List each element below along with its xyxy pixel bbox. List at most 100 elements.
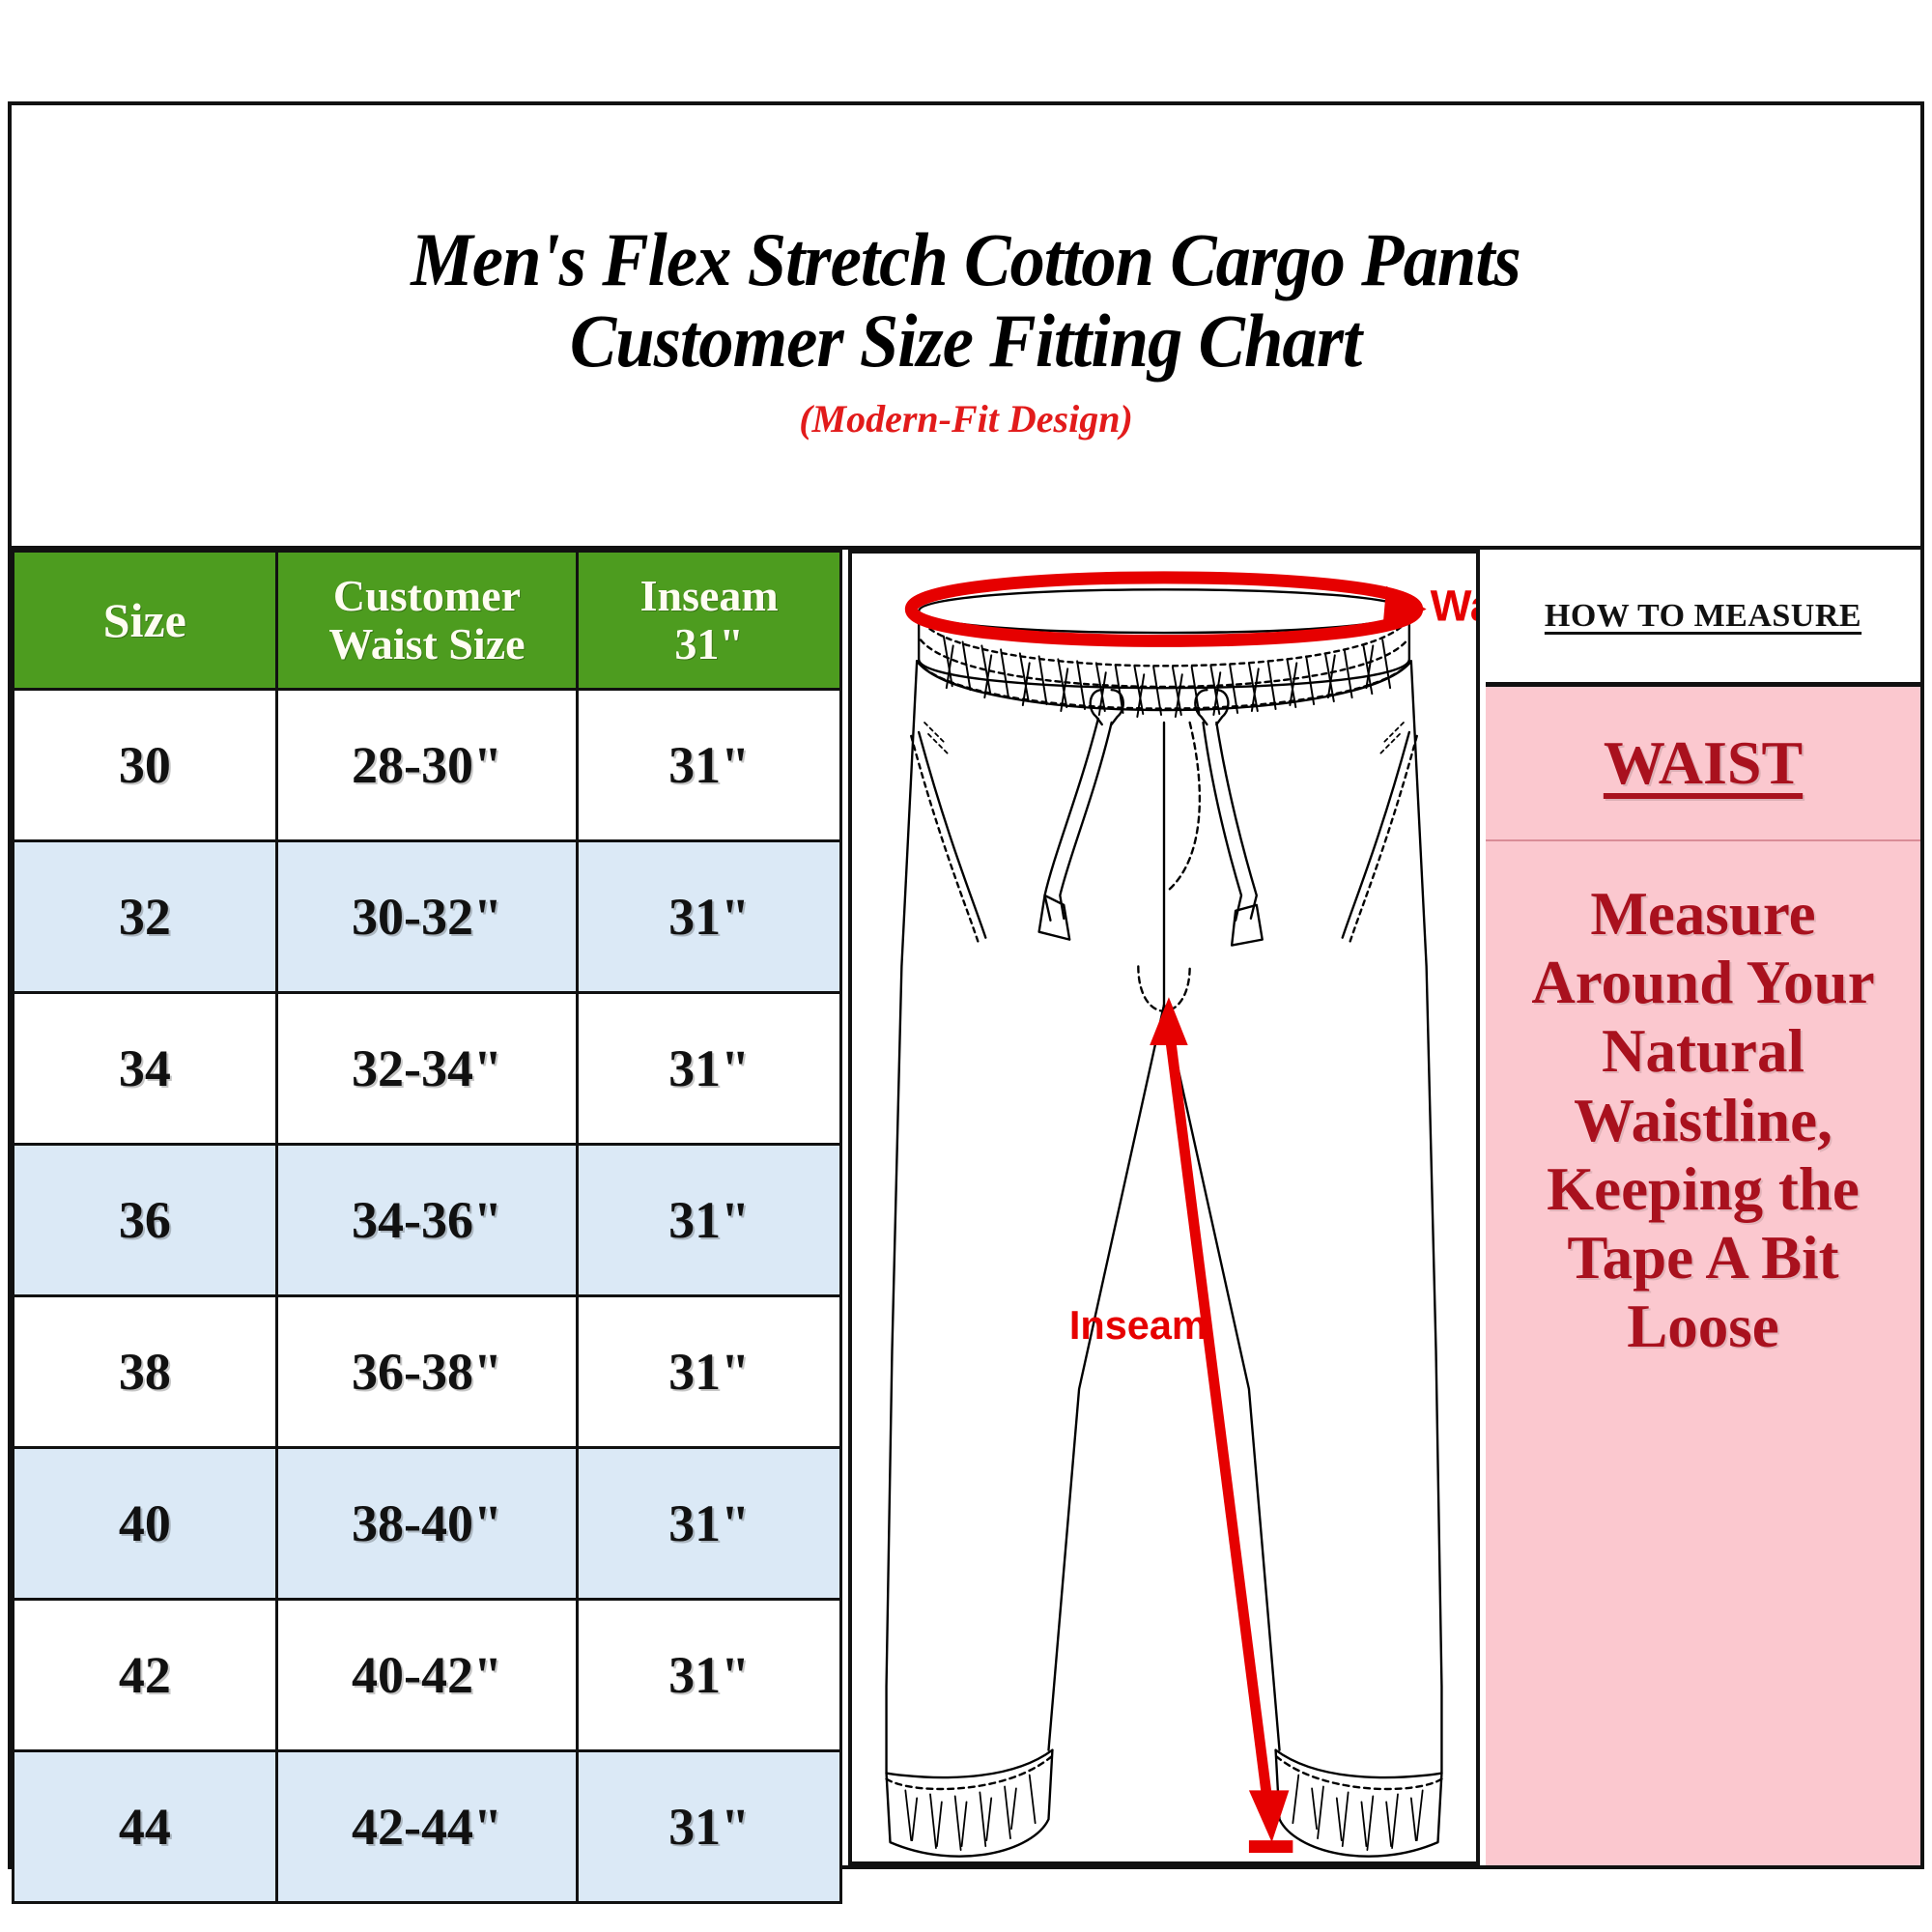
cell-inseam: 31" xyxy=(576,1446,842,1601)
right-outer-seam xyxy=(1409,660,1443,1775)
cell-size: 30 xyxy=(12,688,278,842)
cell-inseam: 31" xyxy=(576,991,842,1146)
right-inseam-line xyxy=(1162,1004,1281,1751)
cell-waist: 30-32" xyxy=(274,839,580,994)
left-drawstring-inner xyxy=(1059,721,1113,920)
left-cuff xyxy=(885,1748,1054,1858)
hip-detail-stitches xyxy=(923,722,1405,756)
left-grommet-inner xyxy=(1110,688,1124,726)
cell-waist: 34-36" xyxy=(274,1143,580,1297)
cell-inseam: 31" xyxy=(576,1143,842,1297)
chart-body: Size Customer Waist Size Inseam 31" 30 xyxy=(12,550,1920,1904)
right-cuff-top xyxy=(1274,1748,1443,1779)
waist-measure-ellipse xyxy=(904,571,1427,647)
right-aglet xyxy=(1230,903,1264,947)
inseam-measure-arrow xyxy=(1150,997,1293,1854)
title-block: Men's Flex Stretch Cotton Cargo Pants Cu… xyxy=(12,105,1920,550)
left-cuff-top xyxy=(885,1748,1054,1779)
cell-size: 44 xyxy=(12,1749,278,1904)
page-title-line-2: Customer Size Fitting Chart xyxy=(570,298,1362,383)
waistband-stitch-mid xyxy=(919,639,1409,689)
column-header-size: Size xyxy=(12,550,278,691)
how-to-measure-heading-text: HOW TO MEASURE xyxy=(1544,597,1862,634)
right-grommet-inner xyxy=(1215,688,1230,726)
cell-inseam: 31" xyxy=(576,1749,842,1904)
waist-measure-title-text: WAIST xyxy=(1603,728,1804,797)
table-row: 36 34-36" 31" xyxy=(12,1143,842,1297)
column-header-customer-waist-size: Customer Waist Size xyxy=(274,550,580,691)
table-row: 30 28-30" 31" xyxy=(12,688,842,842)
cell-inseam: 31" xyxy=(576,688,842,842)
inseam-arrow-head-top xyxy=(1150,997,1188,1045)
column-header-line-2: Waist Size xyxy=(328,619,526,668)
right-cuff-ribs xyxy=(1292,1774,1424,1851)
table-row: 44 42-44" 31" xyxy=(12,1749,842,1904)
cell-waist: 32-34" xyxy=(274,991,580,1146)
right-cuff xyxy=(1274,1748,1443,1858)
cell-size: 42 xyxy=(12,1598,278,1752)
left-grommet xyxy=(1089,688,1103,726)
how-to-measure-body: WAIST Measure Around Your Natural Waistl… xyxy=(1486,685,1920,1865)
chart-frame: Men's Flex Stretch Cotton Cargo Pants Cu… xyxy=(8,101,1924,1904)
inseam-arrow-foot xyxy=(1248,1840,1293,1854)
left-cuff-ribs xyxy=(904,1774,1037,1851)
right-cuff-stitch xyxy=(1274,1754,1443,1791)
inseam-arrow-head-bottom xyxy=(1248,1790,1290,1843)
right-drawstring-inner xyxy=(1215,721,1258,920)
table-row: 42 40-42" 31" xyxy=(12,1598,842,1752)
elastic-gather-marks xyxy=(942,635,1392,718)
cell-size: 38 xyxy=(12,1294,278,1449)
right-pocket-edge xyxy=(1341,730,1411,939)
waist-measure-instructions: Measure Around Your Natural Waistline, K… xyxy=(1531,880,1875,1361)
waistband-stitch-upper xyxy=(921,621,1407,668)
left-pocket-stitch xyxy=(910,734,980,943)
cell-waist: 36-38" xyxy=(274,1294,580,1449)
column-header-line-1: Inseam xyxy=(639,571,779,621)
size-table: Size Customer Waist Size Inseam 31" 30 xyxy=(12,550,842,1904)
waistband-stitch-lower xyxy=(915,660,1413,710)
column-header-line-2: 31" xyxy=(674,619,744,668)
table-row: 38 36-38" 31" xyxy=(12,1294,842,1449)
cell-size: 34 xyxy=(12,991,278,1146)
cell-waist: 40-42" xyxy=(274,1598,580,1752)
how-to-measure-panel: HOW TO MEASURE WAIST Measure Around Your… xyxy=(1486,550,1920,1865)
left-outer-seam xyxy=(885,660,919,1775)
right-pocket-stitch xyxy=(1349,734,1418,943)
right-drawstring-outer xyxy=(1202,721,1243,922)
waist-measure-title: WAIST xyxy=(1486,687,1920,841)
left-cuff-stitch xyxy=(885,1754,1054,1791)
pants-illustration-panel: Waist Inseam xyxy=(848,550,1480,1865)
waistband-bottom-edge xyxy=(915,660,1413,712)
size-table-body: 30 28-30" 31" 32 30-32" 31" 34 32-34" 31… xyxy=(12,688,842,1904)
cell-size: 40 xyxy=(12,1446,278,1601)
cell-inseam: 31" xyxy=(576,1294,842,1449)
cell-inseam: 31" xyxy=(576,1598,842,1752)
fly-stitch xyxy=(1165,721,1202,894)
cell-waist: 28-30" xyxy=(274,688,580,842)
waist-label: Waist xyxy=(1431,582,1476,631)
inseam-label: Inseam xyxy=(1069,1302,1208,1348)
cell-size: 36 xyxy=(12,1143,278,1297)
cell-waist: 42-44" xyxy=(274,1749,580,1904)
table-row: 40 38-40" 31" xyxy=(12,1446,842,1601)
table-row: 34 32-34" 31" xyxy=(12,991,842,1146)
size-table-header: Size Customer Waist Size Inseam 31" xyxy=(12,550,842,691)
left-inseam-line xyxy=(1047,1004,1166,1751)
page-subtitle: (Modern-Fit Design) xyxy=(799,396,1133,440)
how-to-measure-heading: HOW TO MEASURE xyxy=(1486,550,1920,685)
right-grommet xyxy=(1194,688,1208,726)
column-header-line-1: Customer xyxy=(332,571,522,621)
waist-arrow-head xyxy=(1382,585,1427,631)
left-drawstring-outer xyxy=(1043,717,1100,922)
table-header-row: Size Customer Waist Size Inseam 31" xyxy=(12,550,842,691)
table-row: 32 30-32" 31" xyxy=(12,839,842,994)
left-aglet xyxy=(1037,894,1071,941)
column-header-inseam: Inseam 31" xyxy=(576,550,842,691)
cell-inseam: 31" xyxy=(576,839,842,994)
waistband-outline xyxy=(917,588,1411,690)
cell-size: 32 xyxy=(12,839,278,994)
page-title-line-1: Men's Flex Stretch Cotton Cargo Pants xyxy=(411,217,1522,302)
pants-technical-drawing: Waist Inseam xyxy=(885,571,1476,1858)
cell-waist: 38-40" xyxy=(274,1446,580,1601)
